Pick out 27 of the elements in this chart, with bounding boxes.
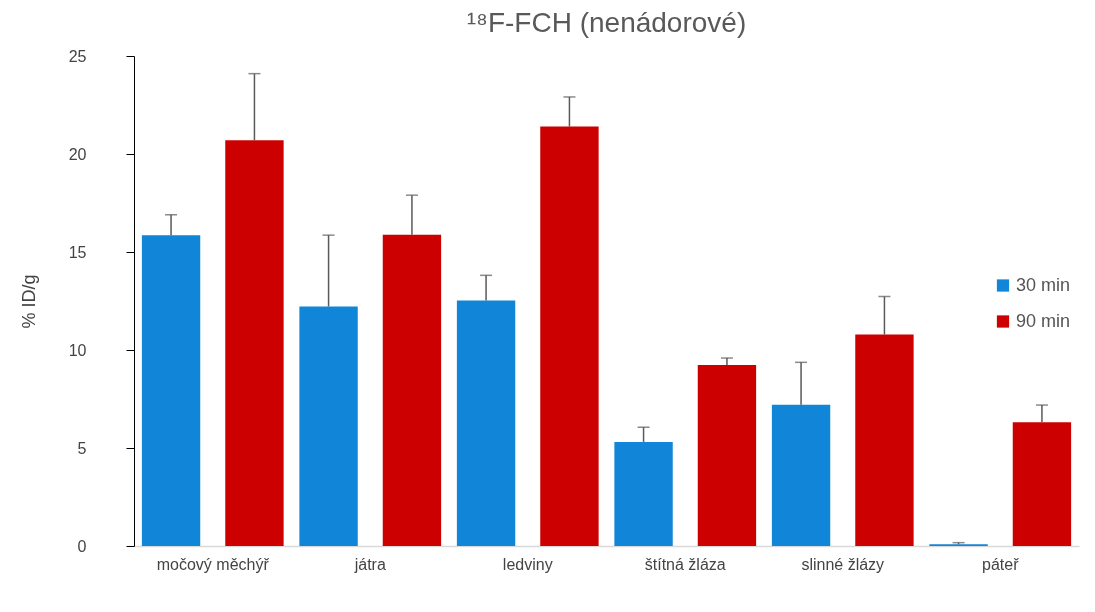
x-tick-label: močový měchýř — [156, 555, 270, 573]
bar — [540, 126, 599, 546]
x-tick-label: slinné žlázy — [801, 555, 885, 573]
bar — [299, 306, 358, 546]
x-tick-label: játra — [353, 555, 386, 573]
bar — [456, 300, 516, 546]
y-axis-title: % ID/g — [18, 274, 39, 329]
bar — [225, 140, 284, 546]
bar — [141, 235, 201, 546]
bar — [855, 334, 914, 546]
bar — [614, 441, 673, 546]
y-tick-label: 10 — [68, 341, 87, 359]
bar — [771, 404, 831, 546]
x-tick-label: ledviny — [502, 555, 553, 573]
bar — [382, 234, 442, 546]
x-tick-label: štítná žláza — [644, 555, 726, 573]
y-tick-label: 5 — [77, 439, 87, 457]
bar — [697, 364, 757, 546]
y-tick-label: 0 — [77, 537, 87, 555]
bar — [1012, 422, 1072, 546]
legend-label: 30 min — [1016, 274, 1071, 295]
legend-label: 90 min — [1016, 310, 1071, 331]
y-tick-label: 25 — [68, 47, 87, 65]
x-tick-label: páteř — [982, 555, 1020, 573]
y-tick-label: 20 — [68, 145, 87, 163]
chart-title: ¹⁸F-FCH (nenádorové) — [466, 7, 747, 38]
y-tick-label: 15 — [68, 243, 87, 261]
